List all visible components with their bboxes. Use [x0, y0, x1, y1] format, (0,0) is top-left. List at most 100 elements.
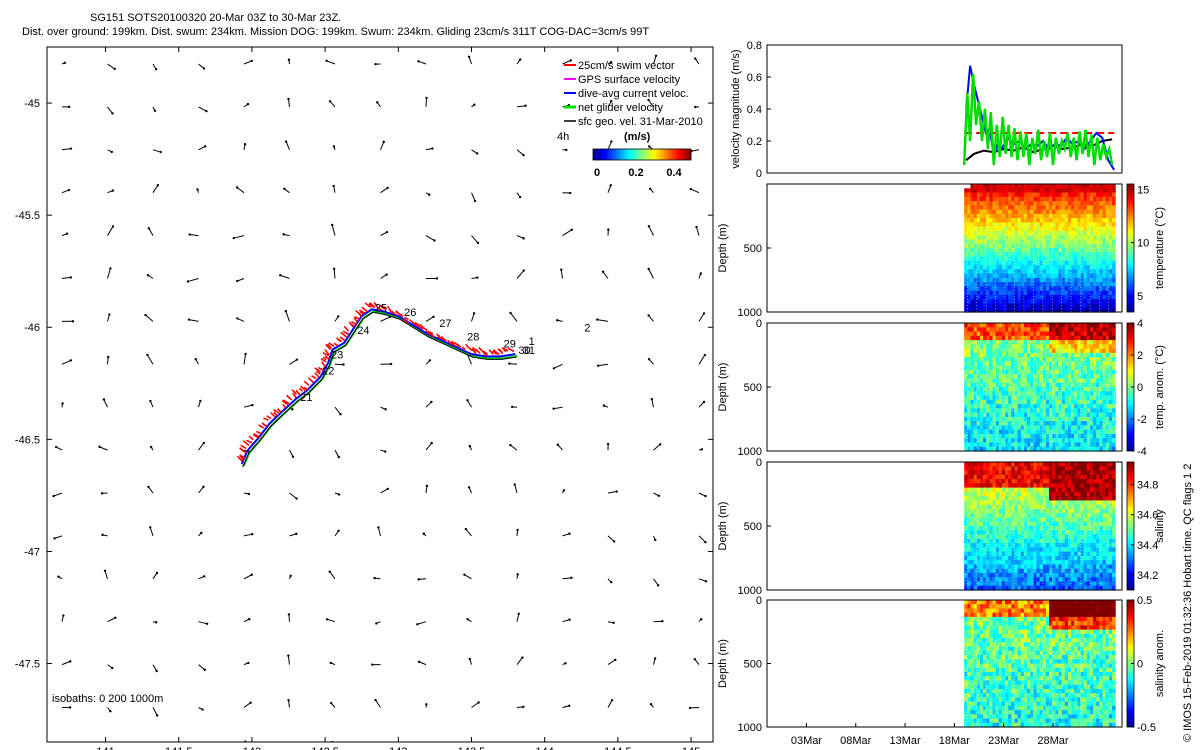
heatmap-cell — [1067, 248, 1072, 253]
heatmap-cell — [1067, 547, 1072, 553]
heatmap-cell — [1058, 307, 1063, 313]
heatmap-cell — [973, 378, 978, 384]
heatmap-cell — [1052, 387, 1056, 392]
heatmap-cell — [967, 331, 972, 337]
heatmap-cell — [1039, 222, 1044, 228]
heatmap-cell — [970, 555, 975, 561]
heatmap-cell — [1011, 517, 1016, 523]
heatmap-cell — [1090, 395, 1094, 401]
heatmap-cell — [1033, 335, 1038, 341]
heatmap-cell — [1027, 218, 1031, 223]
heatmap-cell — [983, 483, 987, 489]
heatmap-cell — [964, 483, 968, 489]
heatmap-cell — [970, 357, 975, 362]
heatmap-cell — [970, 560, 975, 565]
heatmap-cell — [1061, 369, 1066, 375]
heatmap-cell — [1061, 282, 1066, 287]
heatmap-cell — [1001, 286, 1006, 292]
heatmap-cell — [1099, 331, 1104, 337]
current-arrow-head — [704, 541, 707, 544]
heatmap-cell — [1096, 205, 1100, 211]
heatmap-cell — [1071, 230, 1075, 236]
heatmap-cell — [1058, 218, 1063, 223]
current-arrow-head — [565, 148, 568, 152]
heatmap-cell — [992, 487, 997, 493]
heatmap-cell — [967, 239, 972, 245]
heatmap-cell — [1001, 344, 1006, 350]
heatmap-cell — [1093, 382, 1097, 388]
heatmap-cell — [1023, 433, 1028, 439]
current-arrow-head — [295, 497, 298, 500]
heatmap-cell — [1027, 357, 1031, 362]
heatmap-cell — [1096, 184, 1100, 189]
heatmap-cell — [970, 585, 975, 591]
heatmap-cell — [1027, 572, 1031, 578]
current-arrow — [514, 484, 518, 494]
heatmap-cell — [1033, 256, 1038, 262]
heatmap-cell — [1083, 188, 1088, 194]
heatmap-cell — [1011, 209, 1016, 215]
heatmap-cell — [1071, 340, 1075, 345]
heatmap-cell — [1102, 303, 1107, 309]
heatmap-cell — [992, 462, 997, 467]
heatmap-cell — [998, 196, 1003, 202]
heatmap-cell — [1064, 466, 1069, 472]
heatmap-cell — [1005, 585, 1009, 591]
heatmap-cell — [986, 446, 990, 452]
heatmap-cell — [1020, 572, 1025, 578]
heatmap-cell — [983, 387, 987, 392]
heatmap-cell — [1105, 429, 1110, 435]
heatmap-cell — [1042, 577, 1047, 583]
heatmap-cell — [1067, 551, 1072, 557]
heatmap-cell — [1067, 344, 1072, 350]
heatmap-cell — [989, 273, 994, 279]
heatmap-cell — [1033, 369, 1038, 375]
heatmap-cell — [1112, 340, 1116, 345]
current-arrow-head — [417, 578, 420, 581]
heatmap-cell — [1039, 226, 1044, 232]
heatmap-cell — [967, 470, 972, 476]
heatmap-cell — [1049, 209, 1053, 215]
heatmap-cell — [1052, 425, 1056, 431]
heatmap-cell — [1093, 387, 1097, 392]
heatmap-cell — [995, 387, 1000, 392]
heatmap-cell — [964, 408, 968, 414]
heatmap-cell — [1049, 344, 1053, 350]
heatmap-cell — [1001, 335, 1006, 341]
heatmap-cell — [964, 538, 968, 544]
heatmap-cell — [1090, 470, 1094, 476]
heatmap-cell — [1014, 382, 1019, 388]
heatmap-cell — [1014, 340, 1019, 345]
colorbar-side-label: 4h — [557, 131, 569, 143]
heatmap-cell — [1080, 196, 1085, 202]
heatmap-cell — [992, 352, 997, 358]
current-arrow-head — [203, 145, 207, 148]
heatmap-cell — [989, 496, 994, 501]
heatmap-cell — [967, 517, 972, 523]
heatmap-cell — [976, 382, 981, 388]
heatmap-cell — [983, 365, 987, 371]
heatmap-cell — [1090, 530, 1094, 536]
map-colorbar-tick-1: 0.2 — [628, 167, 643, 179]
heatmap-cell — [1080, 543, 1085, 548]
heatmap-cell — [1033, 201, 1038, 206]
heatmap-cell — [1064, 504, 1069, 510]
heatmap-cell — [1036, 196, 1041, 202]
current-arrow — [152, 184, 159, 193]
heatmap-cell — [1074, 307, 1078, 313]
heatmap-cell — [1030, 429, 1034, 435]
heatmap-cell — [1011, 352, 1016, 358]
heatmap-cell — [976, 534, 981, 540]
heatmap-cell — [1086, 307, 1091, 313]
heatmap-cell — [1045, 572, 1050, 578]
heatmap-cell — [1058, 466, 1063, 472]
heatmap-cell — [1064, 361, 1069, 367]
heatmap-cell — [1036, 382, 1041, 388]
swim-vector — [355, 309, 362, 316]
heatmap-cell — [976, 273, 981, 279]
heatmap-cell — [1077, 382, 1082, 388]
heatmap-cell — [1008, 201, 1012, 206]
heatmap-cell — [1077, 483, 1082, 489]
heatmap-cell — [1030, 352, 1034, 358]
